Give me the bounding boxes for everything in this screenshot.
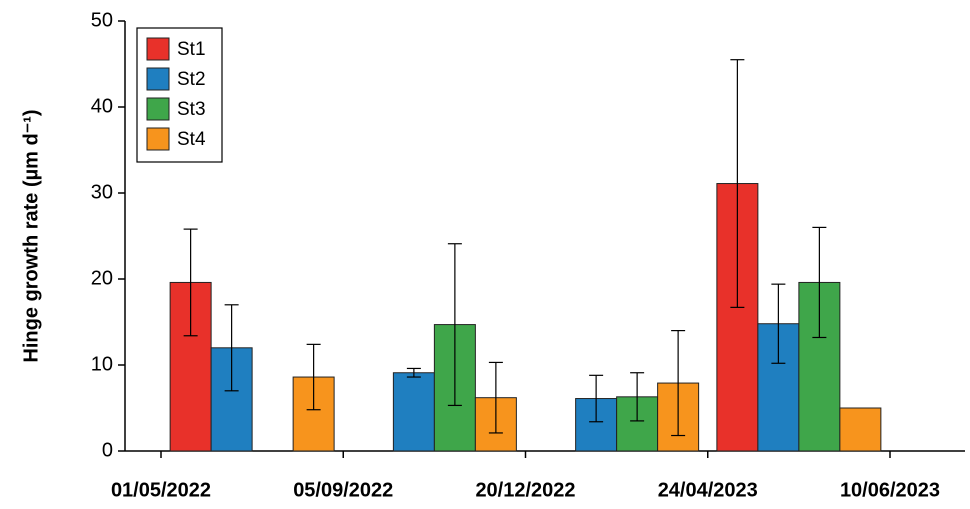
error-bar [447,243,462,407]
error-bar [671,330,686,437]
error-bar [589,374,604,423]
y-tick-label: 40 [91,95,113,117]
error-bar [406,367,421,378]
x-tick-label: 20/12/2022 [475,479,575,501]
error-bar [771,283,786,364]
legend-swatch [146,37,170,61]
error-bar [183,228,198,337]
x-tick-label: 05/09/2022 [293,479,393,501]
legend-label: St2 [177,69,206,90]
legend-swatch [146,67,170,91]
legend-label: St1 [177,39,206,60]
y-axis-label: Hinge growth rate (µm d⁻¹) [20,109,42,362]
x-tick-label: 01/05/2022 [111,479,211,501]
bar [839,407,882,452]
error-bar [224,304,239,392]
legend-swatch [146,97,170,121]
x-tick-label: 24/04/2023 [658,479,758,501]
x-tick-label: 10/06/2023 [840,479,940,501]
y-tick-label: 0 [102,439,113,461]
legend-swatch [146,127,170,151]
error-bar [488,361,503,434]
error-bar [812,226,827,339]
error-bar [730,59,745,308]
error-bar [630,372,645,422]
error-bar [306,343,321,411]
y-tick-label: 10 [91,353,113,375]
legend-label: St4 [177,129,206,150]
y-tick-label: 30 [91,181,113,203]
legend-label: St3 [177,99,206,120]
y-tick-label: 20 [91,267,113,289]
bar [392,372,435,452]
y-tick-label: 50 [91,9,113,31]
